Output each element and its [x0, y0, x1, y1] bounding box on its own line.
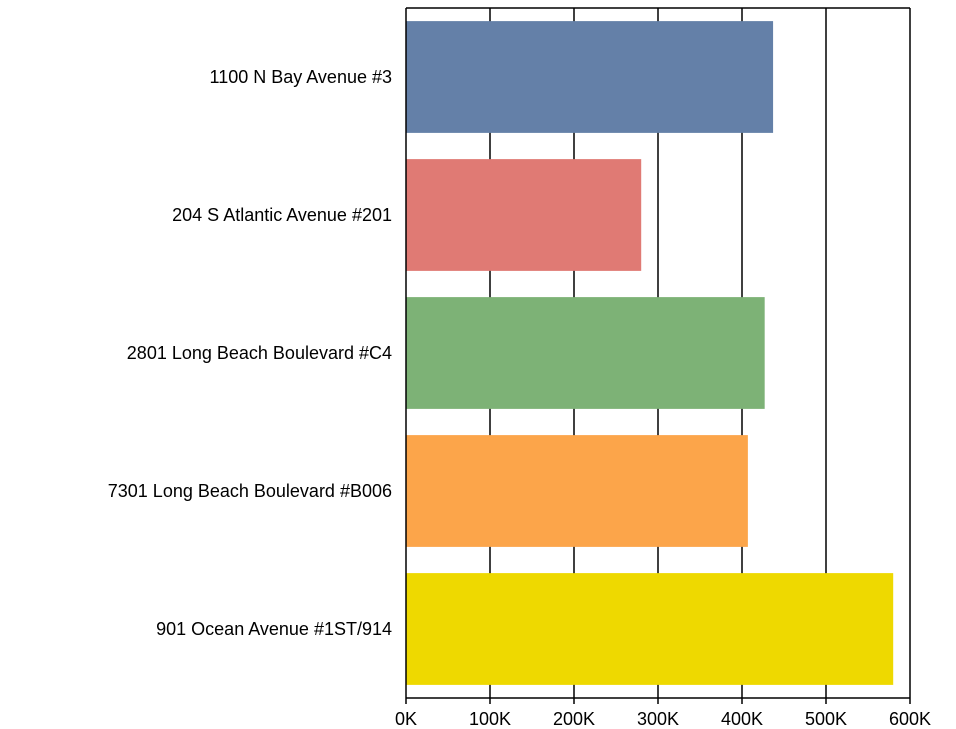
bar: [406, 159, 642, 271]
bar: [406, 435, 748, 547]
tick-labels: 0K 100K 200K 300K 400K 500K 600K: [395, 709, 931, 729]
category-label: 204 S Atlantic Avenue #201: [172, 205, 392, 225]
axes: [405, 7, 911, 704]
bar: [406, 21, 774, 133]
x-tick-label: 100K: [469, 709, 511, 729]
bar: [406, 297, 765, 409]
bar: [406, 573, 894, 685]
category-label: 1100 N Bay Avenue #3: [210, 67, 392, 87]
x-tick-label: 0K: [395, 709, 417, 729]
x-tick-label: 600K: [889, 709, 931, 729]
category-label: 2801 Long Beach Boulevard #C4: [127, 343, 392, 363]
x-tick-label: 300K: [637, 709, 679, 729]
x-tick-label: 200K: [553, 709, 595, 729]
category-label: 901 Ocean Avenue #1ST/914: [156, 619, 392, 639]
category-label: 7301 Long Beach Boulevard #B006: [108, 481, 392, 501]
bars: [406, 21, 894, 685]
x-tick-label: 400K: [721, 709, 763, 729]
x-tick-label: 500K: [805, 709, 847, 729]
category-labels: 1100 N Bay Avenue #3 204 S Atlantic Avenu…: [108, 67, 392, 639]
